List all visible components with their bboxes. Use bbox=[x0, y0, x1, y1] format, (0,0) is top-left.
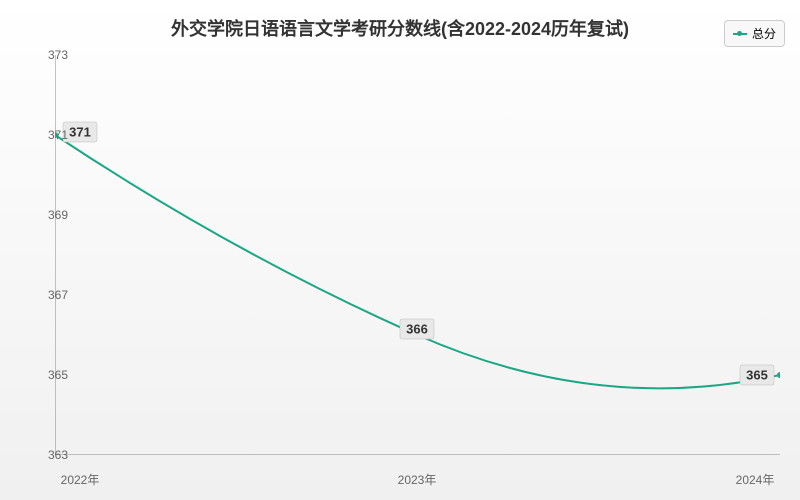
y-tick-label: 373 bbox=[48, 48, 68, 62]
legend-marker bbox=[733, 33, 747, 35]
x-tick-label: 2022年 bbox=[61, 471, 100, 488]
x-tick-label: 2023年 bbox=[398, 471, 437, 488]
y-tick-label: 367 bbox=[48, 288, 68, 302]
x-tick-label: 2024年 bbox=[736, 471, 775, 488]
svg-text:365: 365 bbox=[746, 367, 768, 382]
data-line bbox=[55, 135, 780, 388]
legend-label: 总分 bbox=[752, 25, 776, 42]
data-label-2023: 366 bbox=[400, 319, 434, 339]
svg-text:366: 366 bbox=[406, 321, 428, 336]
svg-text:371: 371 bbox=[69, 124, 91, 139]
y-tick-label: 365 bbox=[48, 368, 68, 382]
legend: 总分 bbox=[724, 20, 785, 47]
chart-title: 外交学院日语语言文学考研分数线(含2022-2024历年复试) bbox=[0, 0, 800, 41]
data-label-2022: 371 bbox=[63, 122, 97, 142]
data-point-2024 bbox=[777, 372, 780, 378]
data-label-2024: 365 bbox=[740, 365, 774, 385]
y-tick-label: 371 bbox=[48, 128, 68, 142]
chart-container: 外交学院日语语言文学考研分数线(含2022-2024历年复试) 总分 bbox=[0, 0, 800, 500]
plot-area: 371 366 365 bbox=[55, 55, 780, 455]
y-tick-label: 369 bbox=[48, 208, 68, 222]
y-tick-label: 363 bbox=[48, 448, 68, 462]
